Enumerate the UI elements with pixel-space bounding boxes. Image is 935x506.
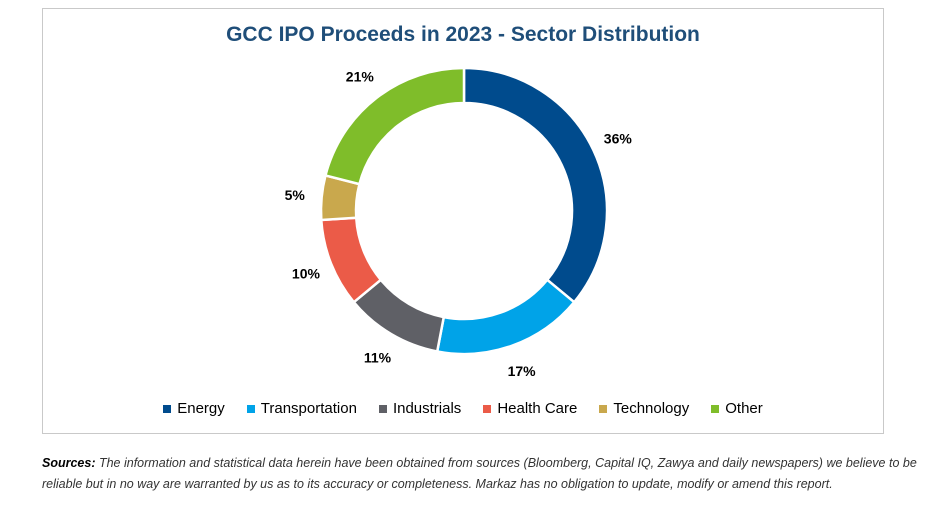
legend-item-health-care: Health Care (483, 400, 577, 417)
legend-item-energy: Energy (163, 400, 225, 417)
legend-label: Health Care (497, 400, 578, 417)
sources-note: Sources: The information and statistical… (42, 453, 922, 495)
data-label-other: 21% (346, 69, 375, 85)
legend-item-other: Other (711, 400, 763, 417)
slice-other (323, 66, 466, 186)
data-label-industrials: 11% (364, 349, 392, 365)
legend-swatch (483, 404, 492, 413)
legend-label: Technology (613, 400, 690, 417)
legend-label: Industrials (392, 400, 462, 417)
data-label-energy: 36% (604, 131, 633, 147)
slice-transportation (435, 278, 576, 356)
data-label-transportation: 17% (508, 363, 537, 379)
chart-title: GCC IPO Proceeds in 2023 - Sector Distri… (226, 23, 700, 46)
sources-label: Sources: (42, 456, 96, 470)
legend: Energy Transportation Industrials Health Ca… (43, 400, 883, 417)
legend-item-industrials: Industrials (378, 400, 462, 417)
data-label-health-care: 10% (292, 266, 321, 282)
legend-swatch (599, 404, 608, 413)
legend-label: Energy (177, 400, 225, 417)
donut-chart: 36% 17% 11% 10% 5% 21% (285, 66, 633, 379)
data-label-technology: 5% (285, 187, 306, 203)
sources-text: The information and statistical data her… (42, 456, 917, 491)
legend-item-technology: Technology (599, 400, 689, 417)
legend-label: Other (725, 400, 763, 417)
legend-swatch (711, 404, 720, 413)
legend-swatch (246, 404, 255, 413)
legend-label: Transportation (260, 400, 357, 417)
legend-swatch (378, 404, 387, 413)
slice-energy (462, 66, 609, 304)
chart-frame: GCC IPO Proceeds in 2023 - Sector Distri… (42, 8, 884, 434)
legend-swatch (163, 404, 172, 413)
legend-item-transportation: Transportation (246, 400, 357, 417)
